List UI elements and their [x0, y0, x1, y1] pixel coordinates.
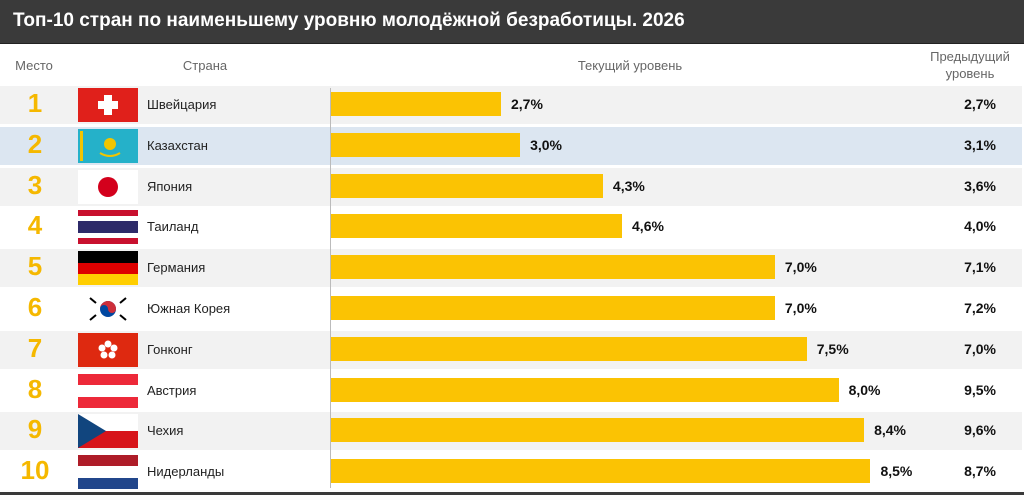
south-korea-flag	[78, 292, 138, 326]
current-value-label: 4,3%	[612, 177, 645, 194]
current-value-label: 7,0%	[784, 300, 817, 316]
header-rank: Место	[15, 58, 53, 73]
rank-label: 9	[27, 414, 43, 445]
bar	[331, 377, 839, 402]
netherlands-flag	[78, 455, 138, 490]
current-value-label: 2,7%	[510, 96, 543, 112]
country-label: Нидерланды	[147, 464, 225, 480]
rank-label: 2	[27, 128, 43, 159]
table-row: 4 Таиланд 4,6% 4,0%	[0, 208, 1022, 246]
rank-label: 6	[27, 292, 43, 322]
previous-value-label: 7,0%	[964, 340, 996, 357]
kazakhstan-flag	[78, 128, 138, 163]
table-row: 3 Япония 4,3% 3,6%	[0, 167, 1022, 206]
bar	[331, 418, 865, 443]
country-label: Япония	[147, 178, 193, 194]
header-current-level: Текущий уровень	[577, 58, 683, 73]
bar	[331, 92, 501, 116]
bar	[331, 173, 603, 198]
hong-kong-flag	[78, 332, 138, 367]
header-previous-level: Предыдущий уровень	[930, 49, 1010, 81]
rank-label: 5	[27, 251, 43, 282]
current-value-label: 8,5%	[880, 463, 913, 480]
previous-value-label: 2,7%	[964, 96, 996, 112]
table-row: 8 Австрия 8,0% 9,5%	[0, 372, 1022, 410]
country-label: Германия	[147, 260, 206, 276]
bar	[331, 296, 775, 320]
bar	[331, 255, 775, 280]
current-value-label: 8,0%	[848, 381, 881, 398]
previous-value-label: 7,1%	[964, 259, 996, 276]
table-row: 6 Южная Корея 7,0% 7,2%	[0, 290, 1022, 328]
previous-value-label: 4,0%	[964, 218, 996, 235]
previous-value-label: 9,6%	[964, 422, 996, 439]
country-label: Чехия	[147, 423, 184, 439]
country-label: Швейцария	[147, 97, 217, 112]
germany-flag	[78, 251, 138, 286]
bar	[331, 132, 521, 157]
rank-label: 8	[27, 373, 43, 404]
austria-flag	[78, 373, 138, 408]
chart-title: Топ-10 стран по наименьшему уровню молод…	[13, 10, 685, 31]
rank-label: 1	[27, 88, 43, 118]
bar	[331, 459, 871, 484]
table-row: 5 Германия 7,0% 7,1%	[0, 249, 1022, 288]
title-bar: Топ-10 стран по наименьшему уровню молод…	[0, 0, 1024, 44]
country-label: Южная Корея	[147, 301, 231, 316]
country-label: Таиланд	[147, 219, 199, 235]
japan-flag	[78, 169, 138, 204]
previous-value-label: 9,5%	[964, 381, 996, 398]
previous-value-label: 3,1%	[964, 136, 996, 153]
table-row: 9 Чехия 8,4% 9,6%	[0, 412, 1022, 451]
table-row: 2 Казахстан 3,0% 3,1%	[0, 126, 1022, 165]
bottom-rule	[0, 492, 1024, 495]
previous-value-label: 3,6%	[964, 177, 996, 194]
table-row: 7 Гонконг 7,5% 7,0%	[0, 330, 1022, 369]
czech-flag	[78, 414, 138, 449]
current-value-label: 8,4%	[874, 422, 906, 439]
country-label: Австрия	[147, 382, 197, 398]
current-value-label: 7,5%	[816, 340, 849, 357]
current-value-label: 4,6%	[632, 218, 664, 235]
rank-label: 4	[27, 210, 43, 241]
bar	[331, 336, 807, 361]
table-row: 1 Швейцария 2,7% 2,7%	[0, 86, 1022, 124]
switzerland-flag	[78, 88, 138, 122]
country-label: Казахстан	[147, 137, 208, 153]
rank-label: 3	[27, 169, 43, 200]
previous-value-label: 8,7%	[964, 463, 996, 480]
bar	[331, 214, 623, 239]
thailand-flag	[78, 210, 138, 245]
country-label: Гонконг	[147, 341, 193, 357]
current-value-label: 7,0%	[784, 259, 817, 276]
rank-label: 7	[27, 332, 43, 363]
previous-value-label: 7,2%	[964, 300, 996, 316]
rank-label: 10	[20, 455, 50, 486]
current-value-label: 3,0%	[530, 136, 563, 153]
axis-line	[330, 88, 331, 488]
header-country: Страна	[182, 58, 228, 73]
table-row: 10 Нидерланды 8,5% 8,7%	[0, 453, 1022, 491]
